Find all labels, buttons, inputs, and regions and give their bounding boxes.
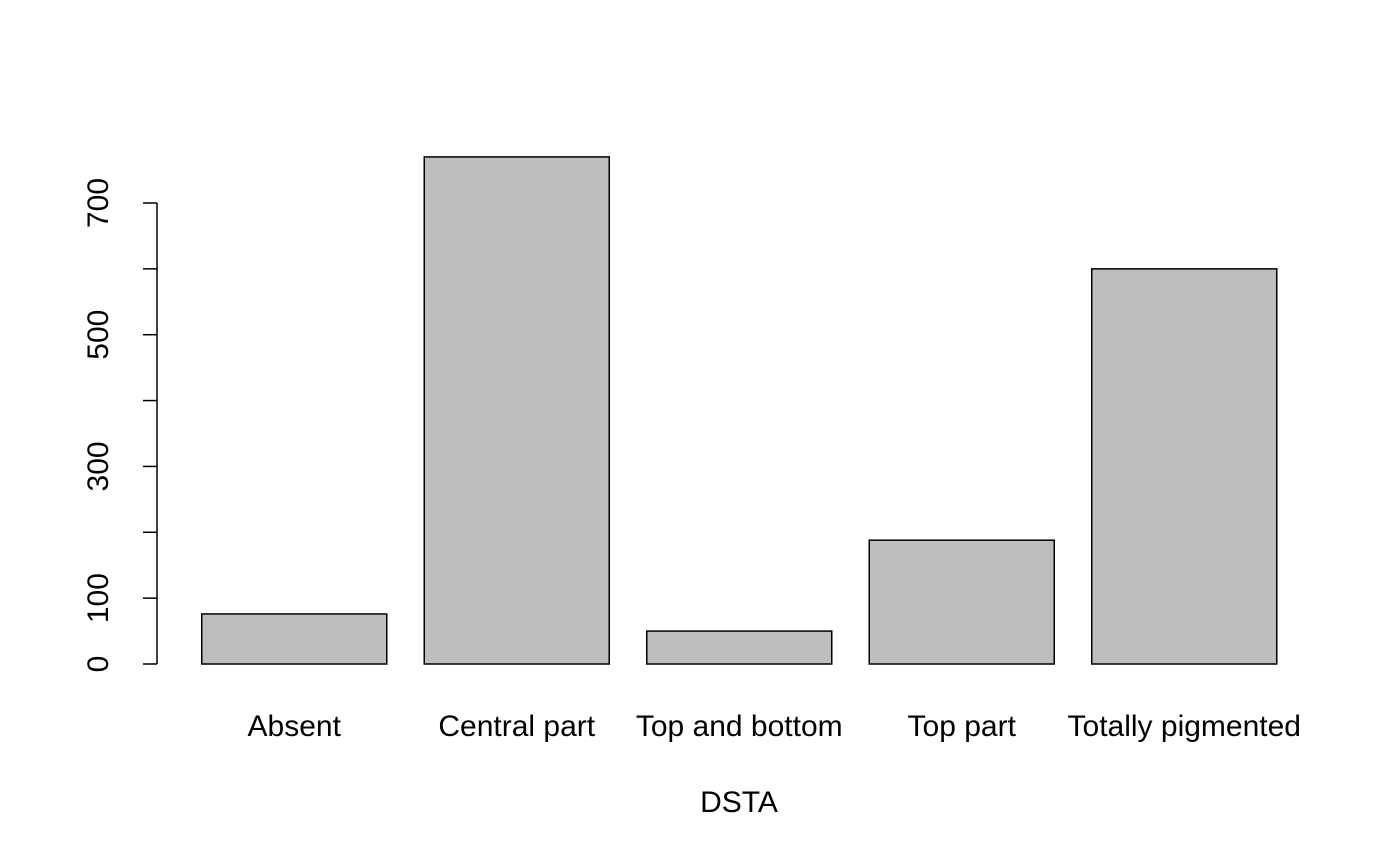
y-tick-label: 300: [82, 441, 115, 491]
x-tick-label: Absent: [248, 710, 342, 743]
x-tick-label: Top part: [908, 710, 1017, 743]
x-axis-label: DSTA: [700, 786, 778, 819]
x-tick-label: Totally pigmented: [1068, 710, 1301, 743]
y-tick-label: 500: [82, 310, 115, 360]
y-tick-label: 0: [82, 656, 115, 673]
bar: [646, 630, 833, 665]
x-tick-label: Top and bottom: [636, 710, 843, 743]
bar: [1091, 268, 1278, 665]
bar: [201, 613, 388, 665]
bar: [868, 539, 1055, 665]
y-tick-label: 700: [82, 178, 115, 228]
y-tick-label: 100: [82, 573, 115, 623]
bar: [423, 156, 610, 665]
x-tick-label: Central part: [438, 710, 595, 743]
